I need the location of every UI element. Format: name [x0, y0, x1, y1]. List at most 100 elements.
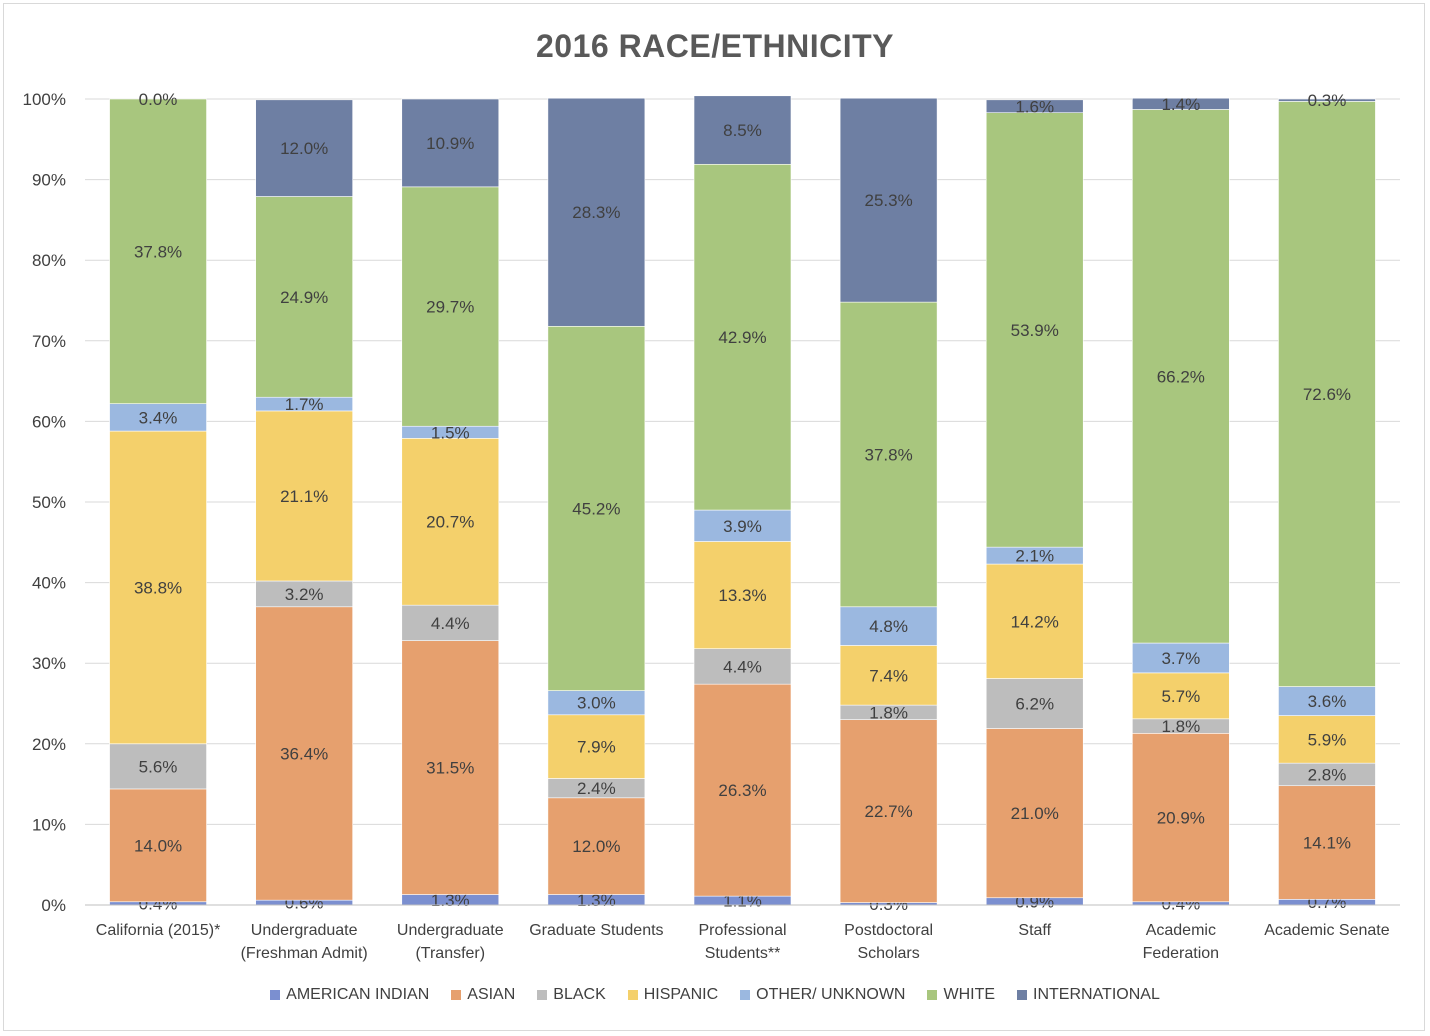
x-category-label: Academic Federation: [1143, 922, 1220, 962]
bar-segment: [547, 325, 646, 691]
legend-item: BLACK: [537, 986, 606, 1004]
bar-segment: [109, 430, 207, 745]
bar-segment: [401, 186, 500, 427]
data-label: 0.3%: [1308, 91, 1347, 110]
legend-item: ASIAN: [451, 986, 515, 1004]
bar-segment: [401, 438, 500, 606]
legend-swatch: [927, 990, 938, 1000]
legend-item: INTERNATIONAL: [1017, 986, 1160, 1004]
bar-segment: [985, 99, 1084, 114]
data-label: 22.7%: [865, 802, 913, 821]
x-category-label: Undergraduate (Transfer): [397, 922, 504, 962]
bar-segment: [1132, 642, 1230, 674]
data-label: 14.1%: [1303, 834, 1351, 853]
x-category-label: Staff: [1018, 922, 1051, 939]
legend-item: HISPANIC: [627, 986, 719, 1004]
y-tick-label: 20%: [32, 735, 66, 754]
bar-segment: [255, 99, 353, 197]
x-category-label: Postdoctoral Scholars: [844, 922, 933, 962]
bar-segment: [547, 714, 646, 779]
x-category-label: Professional Students**: [698, 922, 786, 962]
bar-segment: [1278, 785, 1376, 900]
data-label: 37.8%: [865, 445, 913, 464]
data-label: 24.9%: [280, 288, 328, 307]
legend-label: WHITE: [943, 986, 996, 1003]
data-label: 26.3%: [718, 781, 766, 800]
y-tick-label: 50%: [32, 493, 66, 512]
legend-label: OTHER/ UNKNOWN: [756, 986, 906, 1003]
bar-segment: [109, 403, 207, 432]
bar-segment: [693, 95, 792, 165]
y-tick-label: 30%: [32, 654, 66, 673]
data-label: 3.9%: [723, 517, 762, 536]
data-label: 42.9%: [718, 328, 766, 347]
y-tick-label: 10%: [32, 815, 66, 834]
data-label: 2.1%: [1015, 547, 1054, 566]
bar-segment: [985, 678, 1084, 729]
data-label: 1.6%: [1015, 97, 1054, 116]
data-label: 7.9%: [577, 738, 616, 757]
y-tick-label: 70%: [32, 332, 66, 351]
data-label: 31.5%: [426, 759, 474, 778]
data-label: 2.8%: [1308, 765, 1347, 784]
bar-segment: [109, 788, 207, 903]
data-label: 1.8%: [1161, 717, 1200, 736]
bar-segment: [547, 797, 646, 895]
y-tick-label: 60%: [32, 412, 66, 431]
legend-label: HISPANIC: [643, 986, 719, 1003]
bar-segment: [1132, 97, 1230, 110]
x-category-label: Graduate Students: [529, 922, 663, 939]
data-label: 6.2%: [1015, 695, 1054, 714]
data-label: 38.8%: [134, 578, 182, 597]
data-label: 5.9%: [1308, 730, 1347, 749]
bar-segment: [1278, 98, 1376, 102]
y-tick-label: 40%: [32, 574, 66, 593]
data-label: 10.9%: [426, 134, 474, 153]
data-label: 3.6%: [1308, 692, 1347, 711]
legend-label: AMERICAN INDIAN: [286, 986, 430, 1003]
data-label: 72.6%: [1303, 385, 1351, 404]
data-label: 12.0%: [280, 139, 328, 158]
data-label: 7.4%: [869, 666, 908, 685]
bar-segment: [1132, 109, 1230, 644]
x-category-label: Undergraduate (Freshman Admit): [241, 922, 368, 962]
bar-segment: [255, 580, 353, 608]
bar-segment: [985, 728, 1084, 899]
data-label: 21.1%: [280, 487, 328, 506]
legend-swatch: [451, 990, 462, 1000]
data-label: 3.0%: [577, 694, 616, 713]
data-label: 66.2%: [1157, 367, 1205, 386]
data-label: 20.9%: [1157, 809, 1205, 828]
data-label: 3.2%: [285, 585, 324, 604]
data-label: 4.8%: [869, 617, 908, 636]
chart-title: 2016 RACE/ETHNICITY: [535, 28, 895, 64]
data-label: 13.3%: [718, 586, 766, 605]
data-label: 36.4%: [280, 744, 328, 763]
data-label: 1.7%: [285, 395, 324, 414]
bar-segment: [1278, 715, 1376, 764]
legend-item: OTHER/ UNKNOWN: [740, 986, 905, 1004]
legend-swatch: [1017, 990, 1028, 1000]
bar-segment: [1278, 101, 1376, 687]
bar-segment: [401, 640, 500, 895]
bar-segment: [985, 563, 1084, 679]
bar-segment: [1278, 686, 1376, 716]
data-label: 12.0%: [572, 837, 620, 856]
legend-swatch: [270, 990, 281, 1000]
bar-segment: [401, 604, 500, 641]
legend-swatch: [537, 990, 548, 1000]
data-label: 45.2%: [572, 499, 620, 518]
bar-segment: [693, 509, 792, 542]
bar-segment: [1132, 733, 1230, 903]
bar-segment: [547, 97, 646, 327]
y-tick-label: 100%: [23, 90, 66, 109]
bar-segment: [693, 648, 792, 685]
bar-segment: [109, 743, 207, 790]
data-label: 20.7%: [426, 513, 474, 532]
bar-segment: [255, 196, 353, 398]
legend-swatch: [740, 990, 751, 1000]
bar-segment: [547, 690, 646, 716]
data-label: 3.7%: [1161, 649, 1200, 668]
data-label: 5.6%: [139, 757, 178, 776]
legend-item: AMERICAN INDIAN: [270, 986, 429, 1004]
